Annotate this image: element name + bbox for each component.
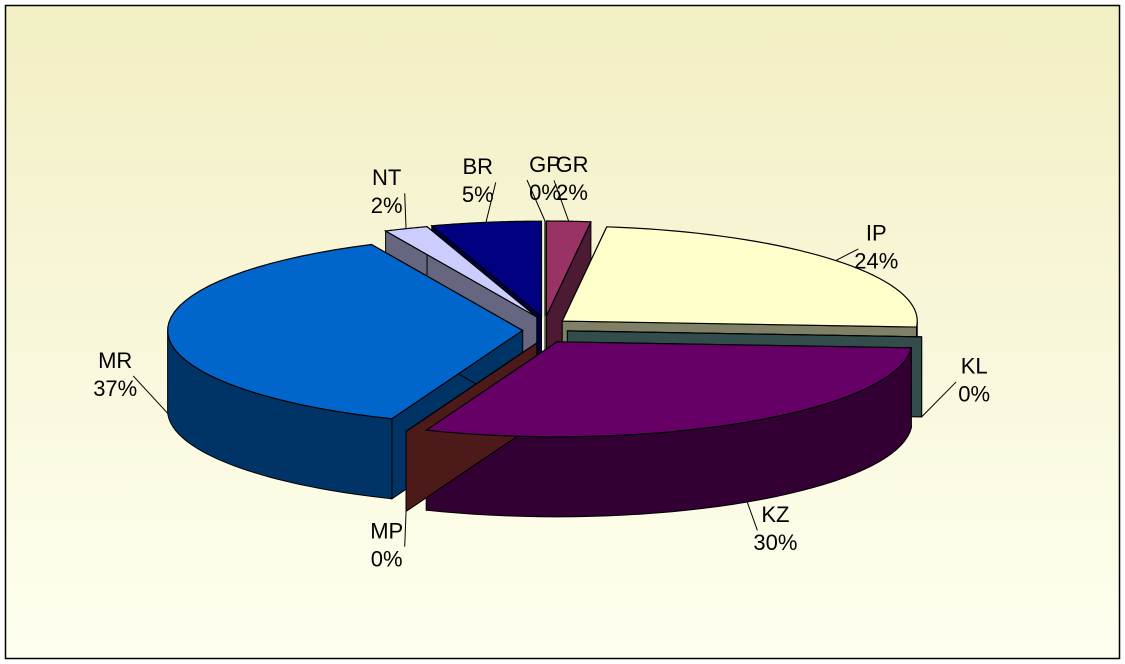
leader-line [485, 182, 497, 223]
slice-label: KL [961, 354, 988, 379]
slice-label: GR [555, 152, 588, 177]
leader-line [553, 180, 570, 222]
slice-label: NT [372, 165, 401, 190]
leader-line [526, 179, 546, 222]
leader-line [404, 193, 407, 229]
slice-value-label: 0% [958, 382, 990, 407]
slice-value-label: 0% [371, 546, 403, 571]
pie [167, 220, 923, 518]
leader-line [132, 375, 169, 414]
slice-label: MR [98, 348, 132, 373]
slice [167, 243, 524, 420]
slice [405, 342, 538, 432]
slice [545, 220, 592, 317]
leader-line [835, 248, 859, 261]
slice [424, 341, 913, 438]
slice-value-label: 5% [462, 182, 494, 207]
slice-label: GP [529, 152, 561, 177]
slice-value-label: 2% [556, 180, 588, 205]
slice-label: BR [462, 154, 493, 179]
leader-line [404, 511, 407, 547]
slice-value-label: 24% [854, 249, 898, 274]
slice [561, 226, 918, 328]
leader-line [746, 501, 758, 531]
slice-label: KZ [761, 502, 789, 527]
slice-value-label: 37% [93, 376, 137, 401]
slice-value-label: 30% [753, 530, 797, 555]
slice-label: IP [866, 221, 887, 246]
slice [567, 330, 922, 338]
slice-value-label: 2% [371, 193, 403, 218]
slice-label: MP [370, 518, 403, 543]
leader-line [921, 381, 957, 418]
